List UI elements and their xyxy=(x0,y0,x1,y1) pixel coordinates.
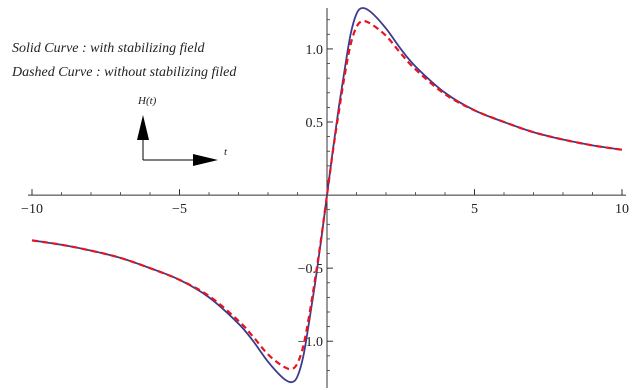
y-tick-label: 1.0 xyxy=(306,43,324,58)
y-tick-label: 0.5 xyxy=(306,116,324,131)
pictogram-x-label: t xyxy=(224,146,228,158)
annotation-block: Solid Curve : with stabilizing field Das… xyxy=(11,41,237,166)
series-solid-line xyxy=(31,7,623,384)
y-tick-label: −0.5 xyxy=(298,262,323,277)
annotation-dashed: Dashed Curve : without stabilizing filed xyxy=(11,65,237,80)
annotation-solid: Solid Curve : with stabilizing field xyxy=(12,41,206,56)
pictogram-y-arrow-icon xyxy=(137,115,149,140)
pictogram-y-label: H(t) xyxy=(137,95,157,107)
x-tick-label: 5 xyxy=(471,202,478,217)
pictogram-x-arrow-icon xyxy=(193,154,218,166)
x-tick-label: 10 xyxy=(615,202,629,217)
x-tick-label: −5 xyxy=(172,202,187,217)
y-tick-label: −1.0 xyxy=(298,335,323,350)
series-layer xyxy=(31,7,623,384)
x-tick-label: −10 xyxy=(21,202,43,217)
